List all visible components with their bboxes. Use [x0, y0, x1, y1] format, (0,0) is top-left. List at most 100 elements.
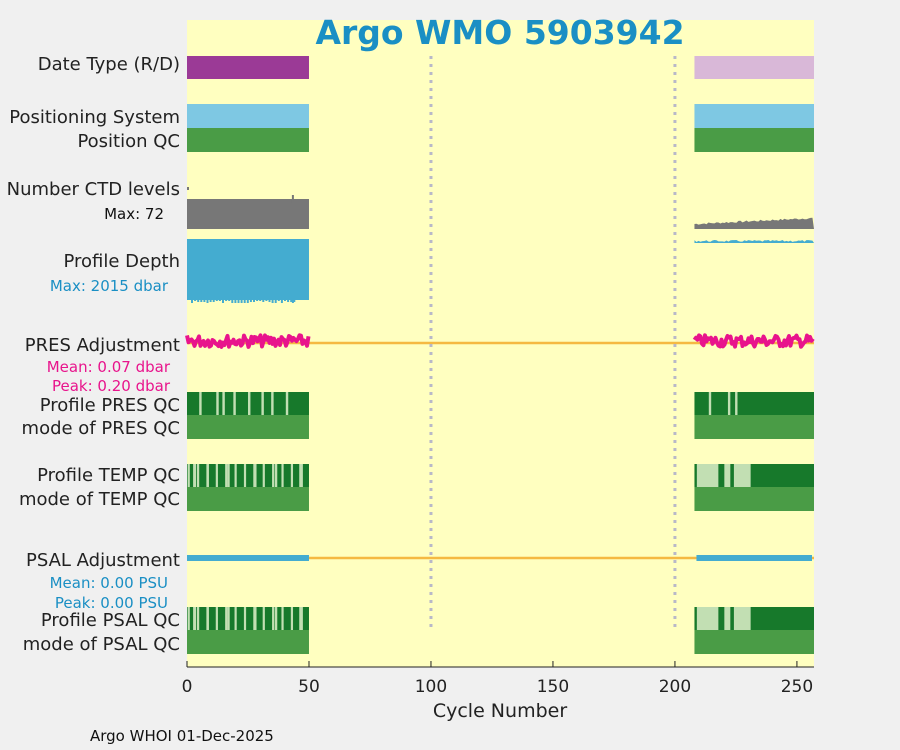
- profile-psal-qc-bar: [187, 607, 309, 630]
- profile-depth-tick: [290, 300, 293, 302]
- profile-temp-qc-bar-gap: [281, 464, 284, 487]
- profile-depth-tick: [203, 300, 206, 302]
- profile-pres-qc-bar-gap: [199, 392, 202, 415]
- profile-psal-qc-bar-gap: [243, 607, 247, 630]
- row-label-positioning-system: Positioning System: [9, 107, 180, 128]
- profile-temp-qc-bar: [187, 464, 309, 487]
- position-qc-bar: [694, 128, 814, 152]
- profile-pres-qc-bar-gap: [233, 392, 236, 415]
- mode-temp-qc-bar: [694, 487, 814, 511]
- chart-title: Argo WMO 5903942: [315, 13, 684, 52]
- profile-temp-qc-bar-gap: [299, 464, 303, 487]
- footer-credit: Argo WHOI 01-Dec-2025: [90, 727, 274, 745]
- row-label-mode-pres-qc: mode of PRES QC: [22, 418, 180, 439]
- profile-temp-qc-bar-gap: [193, 464, 197, 487]
- ctd-levels-spike: [291, 195, 294, 203]
- profile-depth-bar: [187, 239, 309, 300]
- profile-depth-tick: [200, 300, 203, 302]
- profile-depth-tick: [253, 300, 255, 302]
- pres-adjustment-trace: [692, 333, 815, 349]
- profile-depth-tick: [237, 300, 240, 303]
- profile-pres-qc-bar-gap: [216, 392, 219, 415]
- mode-psal-qc-bar: [694, 630, 814, 654]
- profile-psal-qc-bar-gap: [262, 607, 265, 630]
- data-bars: [185, 56, 815, 654]
- row-label-mode-psal-qc: mode of PSAL QC: [23, 634, 180, 655]
- profile-psal-qc-bar-gap: [724, 607, 731, 630]
- profile-pres-qc-bar-gap: [285, 392, 289, 415]
- row-label-psal-adjustment: PSAL Adjustment: [26, 550, 180, 571]
- profile-pres-qc-bar-gap: [708, 392, 712, 415]
- profile-depth-tick: [215, 300, 218, 301]
- row-label-profile-pres-qc: Profile PRES QC: [40, 395, 180, 416]
- profile-depth-tick: [262, 300, 265, 302]
- date-type-delayed-bar: [694, 56, 814, 79]
- profile-temp-qc-bar-gap: [272, 464, 275, 487]
- depth-max-note: Max: 2015 dbar: [50, 277, 169, 295]
- profile-pres-qc-bar-gap: [735, 392, 738, 415]
- profile-psal-qc-bar-gap: [196, 607, 200, 630]
- profile-depth-tick: [231, 300, 234, 303]
- x-axis: 0 50 100 150 200 250: [182, 661, 814, 697]
- positioning-system-bar: [187, 104, 309, 128]
- profile-depth-tick: [197, 300, 200, 302]
- profile-pres-qc-bar-gap: [222, 392, 225, 415]
- mode-pres-qc-bar: [187, 415, 309, 439]
- profile-psal-qc-bar-gap: [696, 607, 719, 630]
- profile-depth-tick: [218, 300, 221, 301]
- profile-depth-tick: [228, 300, 231, 301]
- profile-temp-qc-bar-gap: [724, 464, 731, 487]
- profile-psal-qc-bar-gap: [254, 607, 257, 630]
- x-tick-label: 250: [781, 677, 813, 697]
- profile-depth-tick: [194, 300, 197, 301]
- row-label-profile-depth: Profile Depth: [63, 251, 180, 272]
- profile-temp-qc-bar-gap: [206, 464, 209, 487]
- pres-mean-note: Mean: 0.07 dbar: [47, 358, 171, 376]
- profile-psal-qc-bar-gap: [206, 607, 209, 630]
- psal-adjustment-trace: [696, 555, 812, 561]
- row-label-profile-psal-qc: Profile PSAL QC: [41, 610, 180, 631]
- x-tick-label: 100: [415, 677, 447, 697]
- row-label-ctd-levels: Number CTD levels: [7, 179, 180, 200]
- profile-pres-qc-bar-gap: [727, 392, 731, 415]
- profile-temp-qc-bar-gap: [274, 464, 278, 487]
- profile-psal-qc-bar-gap: [272, 607, 275, 630]
- profile-depth-tick: [271, 300, 274, 303]
- profile-depth-tick: [206, 300, 209, 303]
- mode-psal-qc-bar: [187, 630, 309, 654]
- positioning-system-bar: [694, 104, 814, 128]
- profile-depth-tick: [225, 300, 228, 301]
- profile-psal-qc-bar-gap: [290, 607, 294, 630]
- position-qc-bar: [187, 128, 309, 152]
- row-label-date-type: Date Type (R/D): [38, 54, 180, 75]
- profile-depth-tick: [212, 300, 215, 302]
- profile-depth-tick: [268, 300, 271, 302]
- profile-depth-spike: [291, 289, 294, 303]
- profile-temp-qc-bar-gap: [733, 464, 751, 487]
- row-label-pres-adjustment: PRES Adjustment: [25, 335, 180, 356]
- profile-psal-qc-bar-gap: [225, 607, 228, 630]
- profile-temp-qc-bar-gap: [225, 464, 228, 487]
- profile-depth-tick: [293, 300, 296, 302]
- row-label-position-qc: Position QC: [77, 131, 180, 152]
- x-tick-label: 50: [298, 677, 320, 697]
- profile-temp-qc-bar-gap: [196, 464, 200, 487]
- pres-adjustment-trace: [185, 333, 311, 349]
- profile-depth-tick: [209, 300, 212, 302]
- profile-depth-tick: [259, 300, 262, 301]
- ctd-max-note: Max: 72: [104, 205, 164, 223]
- profile-depth-tick: [191, 300, 193, 303]
- profile-depth-tick: [265, 300, 268, 301]
- profile-depth-tick: [240, 300, 243, 303]
- profile-pres-qc-bar: [694, 392, 814, 415]
- x-tick-label: 0: [182, 677, 193, 697]
- profile-psal-qc-bar-gap: [274, 607, 278, 630]
- profile-depth-tick: [246, 300, 249, 303]
- profile-temp-qc-bar-gap: [243, 464, 247, 487]
- profile-psal-qc-bar-gap: [281, 607, 284, 630]
- ctd-levels-dot: [187, 187, 189, 190]
- row-label-mode-temp-qc: mode of TEMP QC: [19, 489, 180, 510]
- profile-temp-qc-bar-gap: [262, 464, 265, 487]
- profile-pres-qc-bar-gap: [247, 392, 251, 415]
- profile-depth-tick: [280, 300, 283, 303]
